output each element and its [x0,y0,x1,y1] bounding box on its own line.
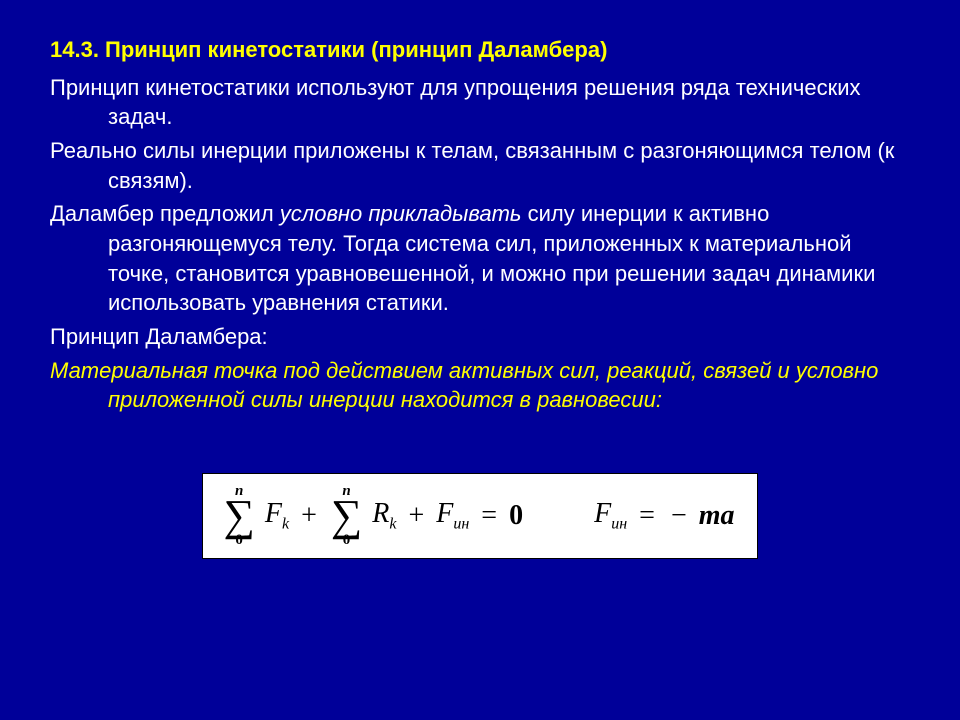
sigma-2: n ∑ 0 [331,484,362,547]
formula-box: n ∑ 0 Fk + n ∑ 0 Rk + Fин = 0 Fин = −ma [202,473,757,558]
op-minus: − [671,500,687,532]
op-eq-2: = [639,500,655,532]
term-rk: Rk [372,498,396,534]
paragraph-1: Принцип кинетостатики используют для упр… [50,73,910,132]
formula-container: n ∑ 0 Fk + n ∑ 0 Rk + Fин = 0 Fин = −ma [50,473,910,558]
section-heading: 14.3. Принцип кинетостатики (принцип Дал… [50,36,910,65]
term-fin: Fин [436,498,469,534]
principle-statement: Материальная точка под действием активны… [50,356,910,415]
sigma-1-lower: 0 [235,533,243,548]
zero: 0 [509,500,523,532]
op-eq-1: = [481,500,497,532]
term-fk: Fk [265,498,289,534]
p3-emphasis: условно прикладывать [280,201,522,226]
p3-text-a: Даламбер предложил [50,201,280,226]
op-plus-2: + [408,500,424,532]
paragraph-4: Принцип Даламбера: [50,322,910,352]
term-fin-2: Fин [594,498,627,534]
sigma-1: n ∑ 0 [223,484,254,547]
term-ma: ma [699,500,735,532]
paragraph-2: Реально силы инерции приложены к телам, … [50,136,910,195]
sigma-symbol-2: ∑ [331,497,362,534]
paragraph-3: Даламбер предложил условно прикладывать … [50,199,910,318]
op-plus-1: + [301,500,317,532]
sigma-2-lower: 0 [343,533,351,548]
sigma-symbol-1: ∑ [223,497,254,534]
